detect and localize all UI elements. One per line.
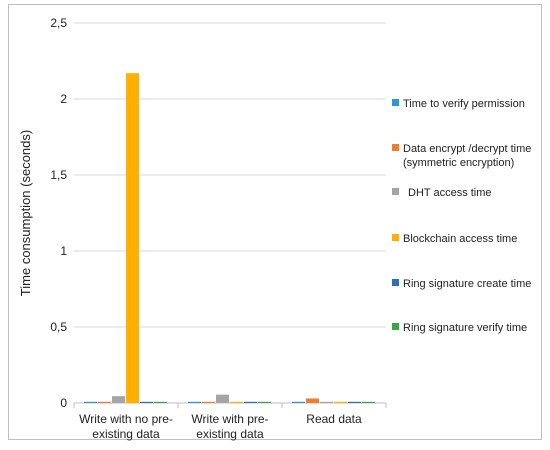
legend-label: Ring signature create time (403, 278, 531, 290)
bar (258, 402, 271, 403)
legend-label: Ring signature verify time (403, 322, 527, 334)
bar (98, 402, 111, 403)
bar (202, 402, 215, 403)
bar (348, 402, 361, 403)
y-tick-label: 2 (60, 92, 67, 106)
bar (84, 402, 97, 403)
x-category-label: Write with pre- (191, 412, 268, 426)
bar (154, 402, 167, 403)
bar (320, 402, 333, 403)
bar (334, 402, 347, 403)
bar (362, 402, 375, 403)
bar (126, 73, 139, 403)
x-category-label: existing data (196, 427, 264, 441)
legend-label: Time to verify permission (403, 98, 525, 110)
legend-swatch (392, 234, 399, 241)
bar (188, 402, 201, 403)
legend-swatch (392, 99, 399, 106)
y-tick-label: 1 (60, 244, 67, 258)
x-category-label: Read data (306, 412, 362, 426)
y-tick-label: 2,5 (50, 16, 67, 30)
legend-swatch (392, 323, 399, 330)
bar (292, 402, 305, 403)
legend-swatch (392, 144, 399, 151)
legend-label: DHT access time (408, 187, 492, 199)
bar (140, 402, 153, 403)
y-tick-label: 0,5 (50, 320, 67, 334)
bar (244, 402, 257, 403)
y-tick-label: 1,5 (50, 168, 67, 182)
bar (230, 402, 243, 403)
bar (306, 398, 319, 403)
legend-swatch (392, 188, 399, 195)
bar (216, 395, 229, 403)
legend-label: Blockchain access time (403, 233, 517, 245)
bar (112, 396, 125, 403)
legend-label: Data encrypt /decrypt time (403, 143, 531, 155)
legend-label: (symmetric encryption) (403, 157, 514, 169)
x-category-label: Write with no pre- (79, 412, 173, 426)
y-tick-label: 0 (60, 396, 67, 410)
legend-swatch (392, 279, 399, 286)
y-axis-title: Time consumption (seconds) (18, 130, 33, 296)
x-category-label: existing data (92, 427, 160, 441)
